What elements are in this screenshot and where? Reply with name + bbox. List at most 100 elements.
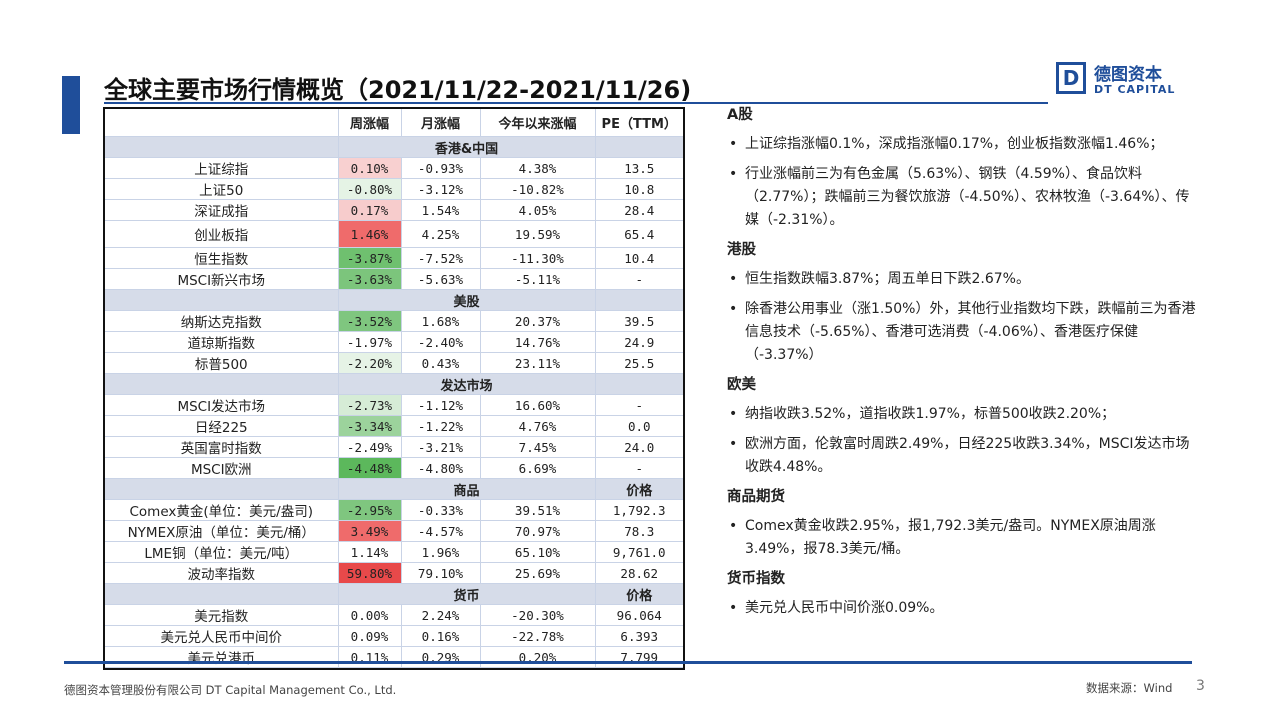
footer-company: 德图资本管理股份有限公司 DT Capital Management Co., … — [64, 683, 397, 697]
bullet-text: 上证综指涨幅0.1%，深成指涨幅0.17%，创业板指数涨幅1.46%； — [745, 136, 1164, 152]
page-title: 全球主要市场行情概览（2021/11/22-2021/11/26) — [104, 76, 692, 104]
monthly-change: -7.52% — [400, 247, 480, 269]
pe-or-price: - — [594, 268, 683, 290]
commentary-heading: 货币指数 — [727, 571, 785, 587]
section-spacer — [105, 136, 338, 158]
weekly-change: 0.09% — [337, 625, 401, 647]
ytd-change: 7.45% — [479, 436, 595, 458]
pe-or-price: 24.0 — [594, 436, 683, 458]
section-extra-label — [594, 289, 683, 311]
weekly-change: 59.80% — [337, 562, 401, 584]
ytd-change: 25.69% — [479, 562, 595, 584]
index-name: 恒生指数 — [105, 247, 338, 269]
table-row: MSCI新兴市场 -3.63% -5.63% -5.11% - — [105, 268, 683, 290]
pe-or-price: 28.4 — [594, 199, 683, 221]
market-commentary: A股 • 上证综指涨幅0.1%，深成指涨幅0.17%，创业板指数涨幅1.46%； • 行… — [727, 104, 1197, 627]
weekly-change: -3.34% — [337, 415, 401, 437]
commentary-heading: 欧美 — [727, 377, 756, 393]
pe-or-price: 65.4 — [594, 220, 683, 248]
section-header-row: 商品 价格 — [105, 478, 683, 500]
monthly-change: 79.10% — [400, 562, 480, 584]
column-header: 周涨幅 — [337, 109, 401, 137]
table-row: 道琼斯指数 -1.97% -2.40% 14.76% 24.9 — [105, 331, 683, 353]
commentary-heading: 港股 — [727, 242, 756, 258]
index-name: 道琼斯指数 — [105, 331, 338, 353]
commentary-bullet: • 行业涨幅前三为有色金属（5.63%）、钢铁（4.59%）、食品饮料（2.77%… — [727, 163, 1197, 232]
monthly-change: -3.21% — [400, 436, 480, 458]
section-header-row: 美股 — [105, 289, 683, 311]
index-name: 上证综指 — [105, 157, 338, 179]
column-header: 今年以来涨幅 — [479, 109, 595, 137]
title-divider — [104, 102, 1048, 104]
section-extra-label — [594, 373, 683, 395]
monthly-change: -0.33% — [400, 499, 480, 521]
index-name: 标普500 — [105, 352, 338, 374]
commentary-bullet: • 美元兑人民币中间价涨0.09%。 — [727, 597, 1197, 620]
pe-or-price: 24.9 — [594, 331, 683, 353]
monthly-change: -0.93% — [400, 157, 480, 179]
bullet-text: 行业涨幅前三为有色金属（5.63%）、钢铁（4.59%）、食品饮料（2.77%）… — [745, 166, 1190, 228]
index-name: 上证50 — [105, 178, 338, 200]
weekly-change: -3.63% — [337, 268, 401, 290]
section-title: 美股 — [337, 289, 595, 311]
monthly-change: 1.68% — [400, 310, 480, 332]
ytd-change: 0.20% — [479, 646, 595, 668]
index-name: MSCI发达市场 — [105, 394, 338, 416]
column-header: PE（TTM） — [594, 109, 683, 137]
pe-or-price: 10.8 — [594, 178, 683, 200]
ytd-change: -10.82% — [479, 178, 595, 200]
weekly-change: -3.87% — [337, 247, 401, 269]
section-header-row: 货币 价格 — [105, 583, 683, 605]
ytd-change: 19.59% — [479, 220, 595, 248]
table-row: 美元指数 0.00% 2.24% -20.30% 96.064 — [105, 604, 683, 626]
ytd-change: 65.10% — [479, 541, 595, 563]
weekly-change: 0.00% — [337, 604, 401, 626]
weekly-change: -2.20% — [337, 352, 401, 374]
bullet-icon: • — [729, 436, 738, 452]
monthly-change: 0.16% — [400, 625, 480, 647]
section-extra-label: 价格 — [594, 478, 683, 500]
monthly-change: -3.12% — [400, 178, 480, 200]
commentary-heading: A股 — [727, 107, 753, 123]
logo-chinese-name: 德图资本 — [1094, 65, 1162, 85]
market-table: 周涨幅 月涨幅 今年以来涨幅 PE（TTM） 香港&中国 上证综指 0.10% -0.93% 4… — [105, 109, 683, 668]
commentary-bullet: • 欧洲方面，伦敦富时周跌2.49%，日经225收跌3.34%，MSCI发达市场收… — [727, 433, 1197, 479]
ytd-change: 6.69% — [479, 457, 595, 479]
pe-or-price: - — [594, 457, 683, 479]
ytd-change: -11.30% — [479, 247, 595, 269]
table-row: 恒生指数 -3.87% -7.52% -11.30% 10.4 — [105, 247, 683, 269]
table-row: 上证50 -0.80% -3.12% -10.82% 10.8 — [105, 178, 683, 200]
weekly-change: 0.10% — [337, 157, 401, 179]
weekly-change: -3.52% — [337, 310, 401, 332]
index-name: NYMEX原油（单位：美元/桶） — [105, 520, 338, 542]
weekly-change: -0.80% — [337, 178, 401, 200]
table-row: 日经225 -3.34% -1.22% 4.76% 0.0 — [105, 415, 683, 437]
section-extra-label: 价格 — [594, 583, 683, 605]
bullet-text: 欧洲方面，伦敦富时周跌2.49%，日经225收跌3.34%，MSCI发达市场收跌… — [745, 436, 1190, 475]
ytd-change: 4.05% — [479, 199, 595, 221]
ytd-change: 39.51% — [479, 499, 595, 521]
commentary-heading: 商品期货 — [727, 489, 785, 505]
pe-or-price: 9,761.0 — [594, 541, 683, 563]
table-row: MSCI欧洲 -4.48% -4.80% 6.69% - — [105, 457, 683, 479]
footer-source: 数据来源：Wind — [1086, 681, 1173, 695]
logo-english-name: DT CAPITAL — [1094, 83, 1176, 96]
market-table-container: 周涨幅 月涨幅 今年以来涨幅 PE（TTM） 香港&中国 上证综指 0.10% -0.93% 4… — [103, 107, 685, 670]
footer-divider — [64, 661, 1192, 664]
logo-mark-icon: D — [1056, 62, 1086, 94]
section-title: 商品 — [337, 478, 595, 500]
pe-or-price: 10.4 — [594, 247, 683, 269]
ytd-change: 70.97% — [479, 520, 595, 542]
section-title: 发达市场 — [337, 373, 595, 395]
ytd-change: -22.78% — [479, 625, 595, 647]
title-accent-bar — [62, 76, 80, 134]
table-row: 创业板指 1.46% 4.25% 19.59% 65.4 — [105, 220, 683, 248]
bullet-text: 除香港公用事业（涨1.50%）外，其他行业指数均下跌，跌幅前三为香港信息技术（-… — [745, 301, 1196, 363]
commentary-bullet: • 纳指收跌3.52%，道指收跌1.97%，标普500收跌2.20%； — [727, 403, 1197, 426]
ytd-change: 16.60% — [479, 394, 595, 416]
bullet-icon: • — [729, 518, 738, 534]
column-header — [105, 109, 338, 137]
pe-or-price: 0.0 — [594, 415, 683, 437]
column-header: 月涨幅 — [400, 109, 480, 137]
index-name: Comex黄金(单位：美元/盎司) — [105, 499, 338, 521]
